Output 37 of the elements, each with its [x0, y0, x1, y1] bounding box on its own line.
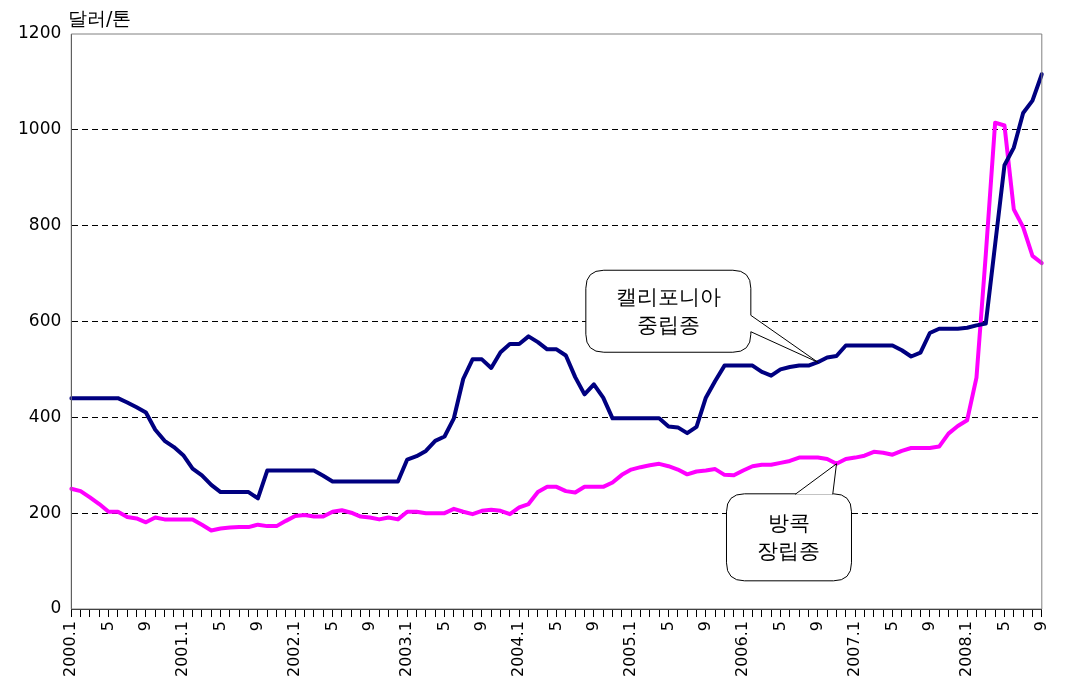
x-tick-label: 2007.1	[844, 621, 864, 677]
y-tick-label: 600	[28, 309, 62, 330]
x-tick-label: 5	[433, 621, 453, 632]
x-tick-label: 9	[806, 621, 826, 632]
x-tick-label: 5	[321, 621, 341, 632]
x-tick-label: 2001.1	[172, 621, 192, 677]
x-tick-label: 5	[769, 621, 789, 632]
x-tick-label: 9	[471, 621, 491, 632]
y-tick-label: 0	[50, 597, 62, 618]
y-tick-label: 200	[28, 501, 62, 522]
y-tick-label: 1000	[18, 118, 62, 139]
x-tick-label: 2008.1	[956, 621, 976, 677]
x-tick-label: 5	[993, 621, 1013, 632]
y-tick-label: 400	[28, 405, 62, 426]
x-tick-label: 2005.1	[620, 621, 640, 677]
x-tick-label: 9	[135, 621, 155, 632]
x-tick-label: 2003.1	[396, 621, 416, 677]
x-tick-label: 5	[545, 621, 565, 632]
x-tick-label: 9	[359, 621, 379, 632]
x-tick-label: 5	[657, 621, 677, 632]
x-tick-label: 9	[1030, 621, 1050, 632]
x-tick-label: 2006.1	[732, 621, 752, 677]
x-tick-label: 9	[583, 621, 603, 632]
x-tick-label: 9	[695, 621, 714, 632]
x-tick-label: 2004.1	[508, 621, 528, 677]
x-tick-label: 5	[209, 621, 229, 632]
x-tick-label: 2002.1	[284, 621, 304, 677]
x-tick-label: 9	[918, 621, 938, 632]
series-label: 캘리포니아 중립종	[615, 285, 721, 338]
x-tick-label: 5	[97, 621, 117, 632]
x-tick-label: 2000.1	[60, 621, 80, 677]
y-axis-title: 달러/톤	[68, 6, 132, 31]
text: 방콕 장립종	[757, 511, 821, 564]
x-tick-label: 5	[881, 621, 901, 632]
y-tick-label: 1200	[18, 22, 62, 43]
x-tick-label: 9	[247, 621, 267, 632]
y-tick-label: 800	[28, 214, 62, 235]
